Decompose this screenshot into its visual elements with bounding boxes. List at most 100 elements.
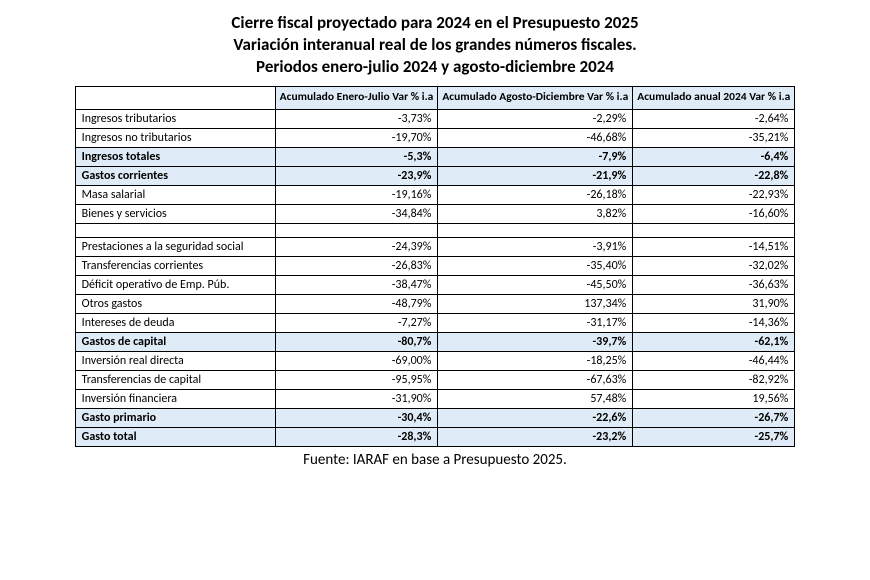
cell-value: -22,93% [633,185,795,204]
table-row: Prestaciones a la seguridad social-24,39… [75,237,795,256]
cell-value: -46,68% [438,128,633,147]
cell-value: -2,64% [633,109,795,128]
header-col-2: Acumulado Agosto-Diciembre Var % i.a [438,87,633,109]
spacer-cell [75,223,275,237]
header-blank [75,87,275,109]
table-row: Masa salarial-19,16%-26,18%-22,93% [75,185,795,204]
row-label: Prestaciones a la seguridad social [75,237,275,256]
cell-value: -24,39% [275,237,438,256]
table-row: Gastos de capital-80,7%-39,7%-62,1% [75,332,795,351]
row-label: Bienes y servicios [75,204,275,223]
row-label: Inversión financiera [75,389,275,408]
row-label: Transferencias corrientes [75,256,275,275]
cell-value: -14,51% [633,237,795,256]
table-row: Inversión real directa-69,00%-18,25%-46,… [75,351,795,370]
cell-value: -31,17% [438,313,633,332]
table-row: Ingresos tributarios-3,73%-2,29%-2,64% [75,109,795,128]
row-label: Déficit operativo de Emp. Púb. [75,275,275,294]
cell-value: -62,1% [633,332,795,351]
cell-value: -7,9% [438,147,633,166]
header-col-1: Acumulado Enero-Julio Var % i.a [275,87,438,109]
table-row: Intereses de deuda-7,27%-31,17%-14,36% [75,313,795,332]
cell-value: -26,7% [633,408,795,427]
cell-value: -23,2% [438,427,633,446]
title-line-2: Variación interanual real de los grandes… [20,34,850,56]
cell-value: 31,90% [633,294,795,313]
cell-value: -23,9% [275,166,438,185]
cell-value: -32,02% [633,256,795,275]
table-row: Gasto total-28,3%-23,2%-25,7% [75,427,795,446]
row-label: Gasto primario [75,408,275,427]
cell-value: -25,7% [633,427,795,446]
cell-value: -2,29% [438,109,633,128]
cell-value: -3,73% [275,109,438,128]
cell-value: -14,36% [633,313,795,332]
row-label: Transferencias de capital [75,370,275,389]
cell-value: -26,18% [438,185,633,204]
cell-value: -6,4% [633,147,795,166]
cell-value: -16,60% [633,204,795,223]
cell-value: -80,7% [275,332,438,351]
table-header-row: Acumulado Enero-Julio Var % i.a Acumulad… [75,87,795,109]
cell-value: -48,79% [275,294,438,313]
cell-value: 57,48% [438,389,633,408]
cell-value: -31,90% [275,389,438,408]
row-label: Gasto total [75,427,275,446]
row-label: Ingresos tributarios [75,109,275,128]
row-label: Gastos de capital [75,332,275,351]
title-line-3: Periodos enero-julio 2024 y agosto-dicie… [20,56,850,78]
table-row: Gasto primario-30,4%-22,6%-26,7% [75,408,795,427]
cell-value: -45,50% [438,275,633,294]
cell-value: -22,8% [633,166,795,185]
cell-value: -67,63% [438,370,633,389]
cell-value: -69,00% [275,351,438,370]
cell-value: -22,6% [438,408,633,427]
page-title: Cierre fiscal proyectado para 2024 en el… [20,12,850,78]
cell-value: 137,34% [438,294,633,313]
row-label: Ingresos totales [75,147,275,166]
spacer-cell [438,223,633,237]
cell-value: -19,70% [275,128,438,147]
cell-value: -95,95% [275,370,438,389]
spacer-cell [275,223,438,237]
table-row: Transferencias de capital-95,95%-67,63%-… [75,370,795,389]
cell-value: -35,40% [438,256,633,275]
table-row: Inversión financiera-31,90%57,48%19,56% [75,389,795,408]
cell-value: -26,83% [275,256,438,275]
title-line-1: Cierre fiscal proyectado para 2024 en el… [20,12,850,34]
cell-value: 19,56% [633,389,795,408]
row-label: Ingresos no tributarios [75,128,275,147]
cell-value: -21,9% [438,166,633,185]
row-label: Otros gastos [75,294,275,313]
row-label: Intereses de deuda [75,313,275,332]
cell-value: 3,82% [438,204,633,223]
spacer-cell [633,223,795,237]
table-row: Otros gastos-48,79%137,34%31,90% [75,294,795,313]
table-row: Bienes y servicios-34,84%3,82%-16,60% [75,204,795,223]
row-label: Inversión real directa [75,351,275,370]
cell-value: -3,91% [438,237,633,256]
cell-value: -82,92% [633,370,795,389]
cell-value: -28,3% [275,427,438,446]
cell-value: -34,84% [275,204,438,223]
row-label: Gastos corrientes [75,166,275,185]
cell-value: -5,3% [275,147,438,166]
cell-value: -35,21% [633,128,795,147]
row-label: Masa salarial [75,185,275,204]
fiscal-table: Acumulado Enero-Julio Var % i.a Acumulad… [75,86,796,446]
cell-value: -18,25% [438,351,633,370]
table-row: Gastos corrientes-23,9%-21,9%-22,8% [75,166,795,185]
table-row [75,223,795,237]
cell-value: -30,4% [275,408,438,427]
table-row: Ingresos totales-5,3%-7,9%-6,4% [75,147,795,166]
cell-value: -7,27% [275,313,438,332]
source-note: Fuente: IARAF en base a Presupuesto 2025… [20,451,850,469]
table-row: Transferencias corrientes-26,83%-35,40%-… [75,256,795,275]
table-row: Déficit operativo de Emp. Púb.-38,47%-45… [75,275,795,294]
cell-value: -36,63% [633,275,795,294]
cell-value: -19,16% [275,185,438,204]
cell-value: -46,44% [633,351,795,370]
cell-value: -38,47% [275,275,438,294]
table-row: Ingresos no tributarios-19,70%-46,68%-35… [75,128,795,147]
header-col-3: Acumulado anual 2024 Var % i.a [633,87,795,109]
